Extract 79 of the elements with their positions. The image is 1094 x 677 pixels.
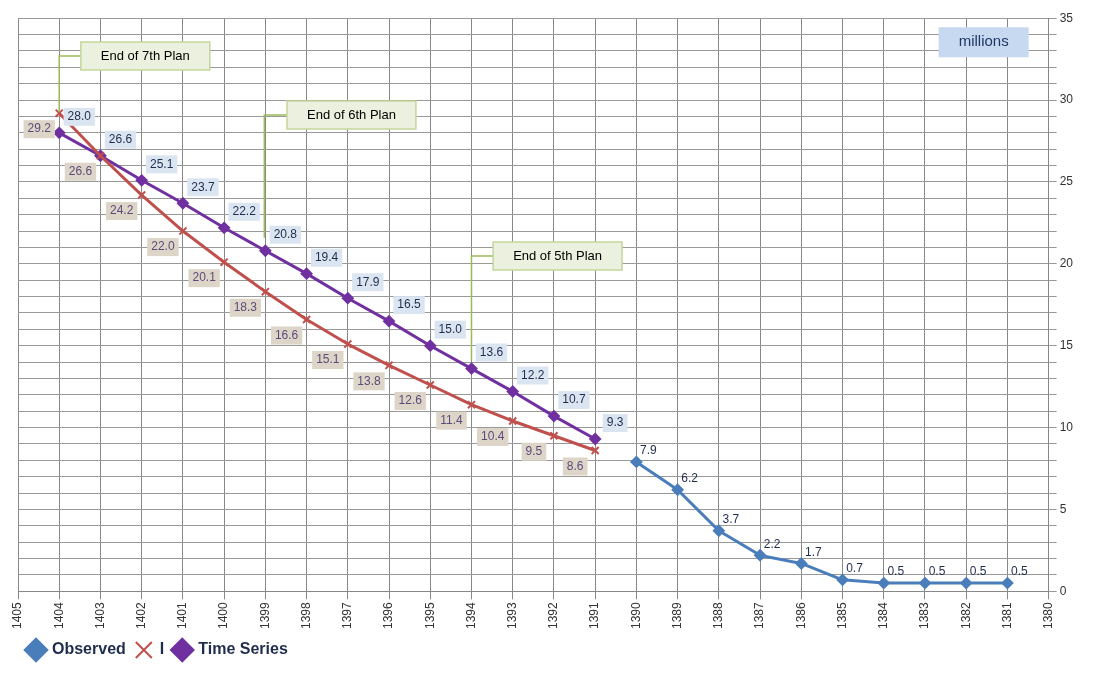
annotation: End of 7th Plan <box>100 47 190 63</box>
x-tick-label: 1403 <box>92 601 107 630</box>
data-label: 13.6 <box>479 344 504 359</box>
data-label: 15.0 <box>438 322 463 336</box>
y-tick-label: 15 <box>1059 338 1074 352</box>
data-label: 16.6 <box>274 327 299 342</box>
data-label: 10.4 <box>481 429 505 444</box>
x-tick-label: 1392 <box>546 601 561 630</box>
data-label: 0.5 <box>887 564 905 579</box>
x-tick-label: 1386 <box>793 601 808 630</box>
y-tick-label: 10 <box>1059 419 1074 434</box>
data-label: 0.5 <box>969 564 987 579</box>
data-label: 3.7 <box>722 512 740 527</box>
x-tick-label: 1393 <box>505 601 520 630</box>
data-label: 2.2 <box>763 536 781 551</box>
x-tick-label: 1384 <box>876 601 891 630</box>
x-tick-label: 1385 <box>834 601 849 630</box>
x-tick-label: 1390 <box>628 601 643 630</box>
data-label: 13.8 <box>357 373 382 388</box>
y-tick-label: 30 <box>1059 92 1074 107</box>
data-label: 12.6 <box>398 393 423 408</box>
x-tick-label: 1400 <box>216 601 231 630</box>
data-label: 25.1 <box>150 156 174 171</box>
data-label: 8.6 <box>566 458 584 473</box>
y-tick-label: 20 <box>1059 256 1074 271</box>
data-label: 1.7 <box>804 544 822 559</box>
data-label: 15.1 <box>316 352 340 367</box>
data-label: 26.6 <box>108 132 133 147</box>
x-tick-label: 1382 <box>958 601 973 630</box>
data-label: 9.3 <box>606 415 624 430</box>
y-tick-label: 0 <box>1059 583 1067 598</box>
data-label: 12.2 <box>521 367 545 382</box>
y-tick-label: 5 <box>1059 501 1067 516</box>
data-label: 17.9 <box>356 274 380 289</box>
annotation: End of 5th Plan <box>513 247 603 263</box>
x-tick-label: 1394 <box>463 601 478 630</box>
data-label: 19.4 <box>314 249 339 264</box>
y-tick-label: 25 <box>1059 174 1074 189</box>
data-label: 0.5 <box>1011 564 1029 579</box>
x-tick-label: 1380 <box>1040 601 1055 630</box>
data-label: 24.2 <box>110 203 134 218</box>
annotation: End of 6th Plan <box>307 106 396 122</box>
x-tick-label: 1399 <box>257 601 272 630</box>
x-tick-label: 1388 <box>711 601 726 630</box>
data-label: 28.0 <box>67 109 92 124</box>
data-label: 22.2 <box>232 204 257 219</box>
data-label: 0.7 <box>846 561 864 576</box>
data-label: 11.4 <box>440 412 464 427</box>
data-label: 0.5 <box>928 564 946 579</box>
legend-label: Time Series <box>198 640 288 658</box>
data-label: 23.7 <box>191 179 215 194</box>
legend-label: Observed <box>52 640 126 658</box>
x-tick-label: 1402 <box>133 601 148 630</box>
x-tick-label: 1405 <box>10 601 25 630</box>
x-tick-label: 1404 <box>51 601 66 630</box>
data-label: 26.6 <box>68 164 93 179</box>
x-tick-label: 1398 <box>298 601 313 630</box>
x-tick-label: 1391 <box>587 601 602 630</box>
data-label: 16.5 <box>397 297 422 312</box>
data-label: 18.3 <box>233 299 258 314</box>
data-label: 7.9 <box>640 443 658 458</box>
data-label: 22.0 <box>151 239 175 254</box>
x-tick-label: 1401 <box>175 601 190 630</box>
x-tick-label: 1397 <box>340 601 355 630</box>
x-tick-label: 1381 <box>999 601 1014 630</box>
data-label: 20.8 <box>273 227 298 242</box>
annotation: millions <box>958 32 1009 50</box>
data-label: 29.2 <box>27 121 52 136</box>
data-label: 20.1 <box>192 270 217 285</box>
y-tick-label: 35 <box>1059 10 1074 25</box>
legend-label: I <box>159 640 165 658</box>
x-tick-label: 1383 <box>917 601 932 630</box>
data-label: 6.2 <box>681 471 699 486</box>
x-tick-label: 1395 <box>422 601 437 630</box>
data-label: 10.7 <box>562 392 586 407</box>
data-label: 9.5 <box>525 444 543 459</box>
x-tick-label: 1389 <box>669 601 684 630</box>
x-tick-label: 1396 <box>381 601 396 630</box>
x-tick-label: 1387 <box>752 601 767 630</box>
